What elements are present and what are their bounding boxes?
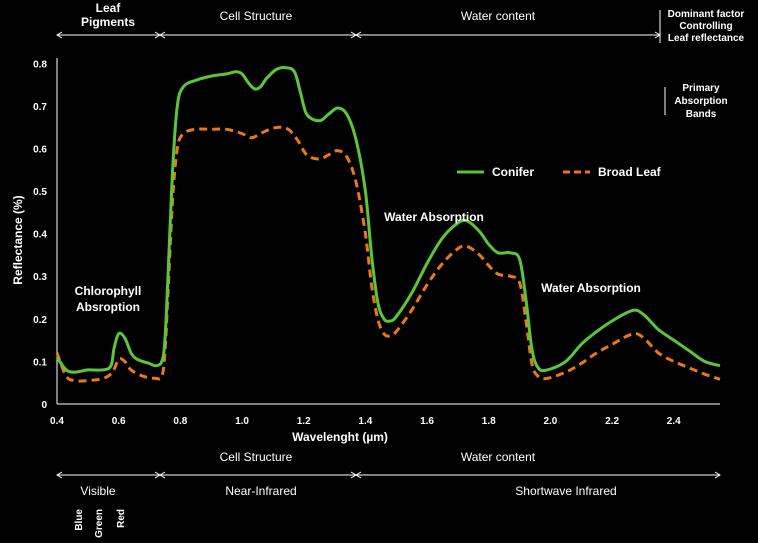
caption-dominant-1: Dominant factor bbox=[668, 9, 745, 20]
annotation-water-absorption-1: Water Absorption bbox=[384, 210, 484, 224]
y-tick-label: 0.5 bbox=[33, 187, 47, 198]
bottom-visible-label: Visible bbox=[80, 484, 115, 498]
annotation-chlorophyll-1: Chlorophyll bbox=[75, 284, 142, 298]
x-tick-label: 1.2 bbox=[297, 416, 311, 427]
bottom-water-content-label: Water content bbox=[461, 450, 536, 464]
caption-dominant-2: Controlling bbox=[679, 21, 732, 32]
y-tick-label: 0.3 bbox=[33, 272, 47, 283]
top-band-arrows bbox=[56, 31, 661, 39]
series-line-conifer bbox=[55, 66, 721, 374]
y-tick-label: 0.8 bbox=[33, 59, 47, 70]
top-leaf-pigments-label-2: Pigments bbox=[81, 15, 135, 29]
legend-conifer-label: Conifer bbox=[492, 165, 534, 179]
x-tick-label: 1.6 bbox=[420, 416, 434, 427]
y-tick-label: 0.7 bbox=[33, 102, 47, 113]
top-cell-structure-label: Cell Structure bbox=[220, 9, 293, 23]
caption-primary-1: Primary bbox=[682, 83, 720, 94]
caption-dominant-3: Leaf reflectance bbox=[668, 33, 745, 44]
bottom-band-arrows bbox=[56, 471, 721, 479]
x-tick-label: 2.0 bbox=[543, 416, 557, 427]
color-blue-label: Blue bbox=[74, 509, 85, 531]
series-line-broad-leaf bbox=[55, 125, 721, 383]
bottom-swir-label: Shortwave Infrared bbox=[515, 484, 616, 498]
x-tick-label: 0.4 bbox=[50, 416, 64, 427]
caption-primary-2: Absorption bbox=[674, 96, 727, 107]
bottom-cell-structure-label: Cell Structure bbox=[220, 450, 293, 464]
color-green-label: Green bbox=[94, 509, 105, 538]
y-tick-label: 0.4 bbox=[33, 230, 47, 241]
x-tick-label: 2.4 bbox=[667, 416, 681, 427]
annotation-chlorophyll-2: Absroption bbox=[76, 300, 140, 314]
x-axis-label: Wavelenght (µm) bbox=[292, 430, 388, 444]
caption-primary-3: Bands bbox=[686, 109, 717, 120]
y-axis-label: Reflectance (%) bbox=[11, 195, 25, 284]
x-ticks: 0.4 0.6 0.8 1.0 1.2 1.4 1.6 1.8 2.0 2.2 2.4 bbox=[50, 416, 681, 427]
y-tick-label: 0.2 bbox=[33, 315, 47, 326]
x-tick-label: 0.6 bbox=[112, 416, 126, 427]
top-leaf-pigments-label-1: Leaf bbox=[96, 1, 122, 15]
x-tick-label: 1.4 bbox=[358, 416, 372, 427]
bottom-nir-label: Near-Infrared bbox=[225, 484, 296, 498]
y-tick-label: 0.1 bbox=[33, 357, 47, 368]
color-red-label: Red bbox=[116, 509, 127, 528]
x-tick-label: 1.0 bbox=[235, 416, 249, 427]
legend-broadleaf-label: Broad Leaf bbox=[598, 165, 662, 179]
top-water-content-label: Water content bbox=[461, 9, 536, 23]
legend: Conifer Broad Leaf bbox=[457, 165, 662, 179]
series-layer bbox=[55, 66, 721, 383]
y-tick-label: 0 bbox=[41, 400, 47, 411]
y-tick-label: 0.6 bbox=[33, 144, 47, 155]
x-tick-label: 1.8 bbox=[482, 416, 496, 427]
annotation-water-absorption-2: Water Absorption bbox=[541, 281, 641, 295]
x-tick-label: 0.8 bbox=[173, 416, 187, 427]
x-tick-label: 2.2 bbox=[605, 416, 619, 427]
y-ticks: 0 0.1 0.2 0.3 0.4 0.5 0.6 0.7 0.8 bbox=[33, 59, 47, 411]
